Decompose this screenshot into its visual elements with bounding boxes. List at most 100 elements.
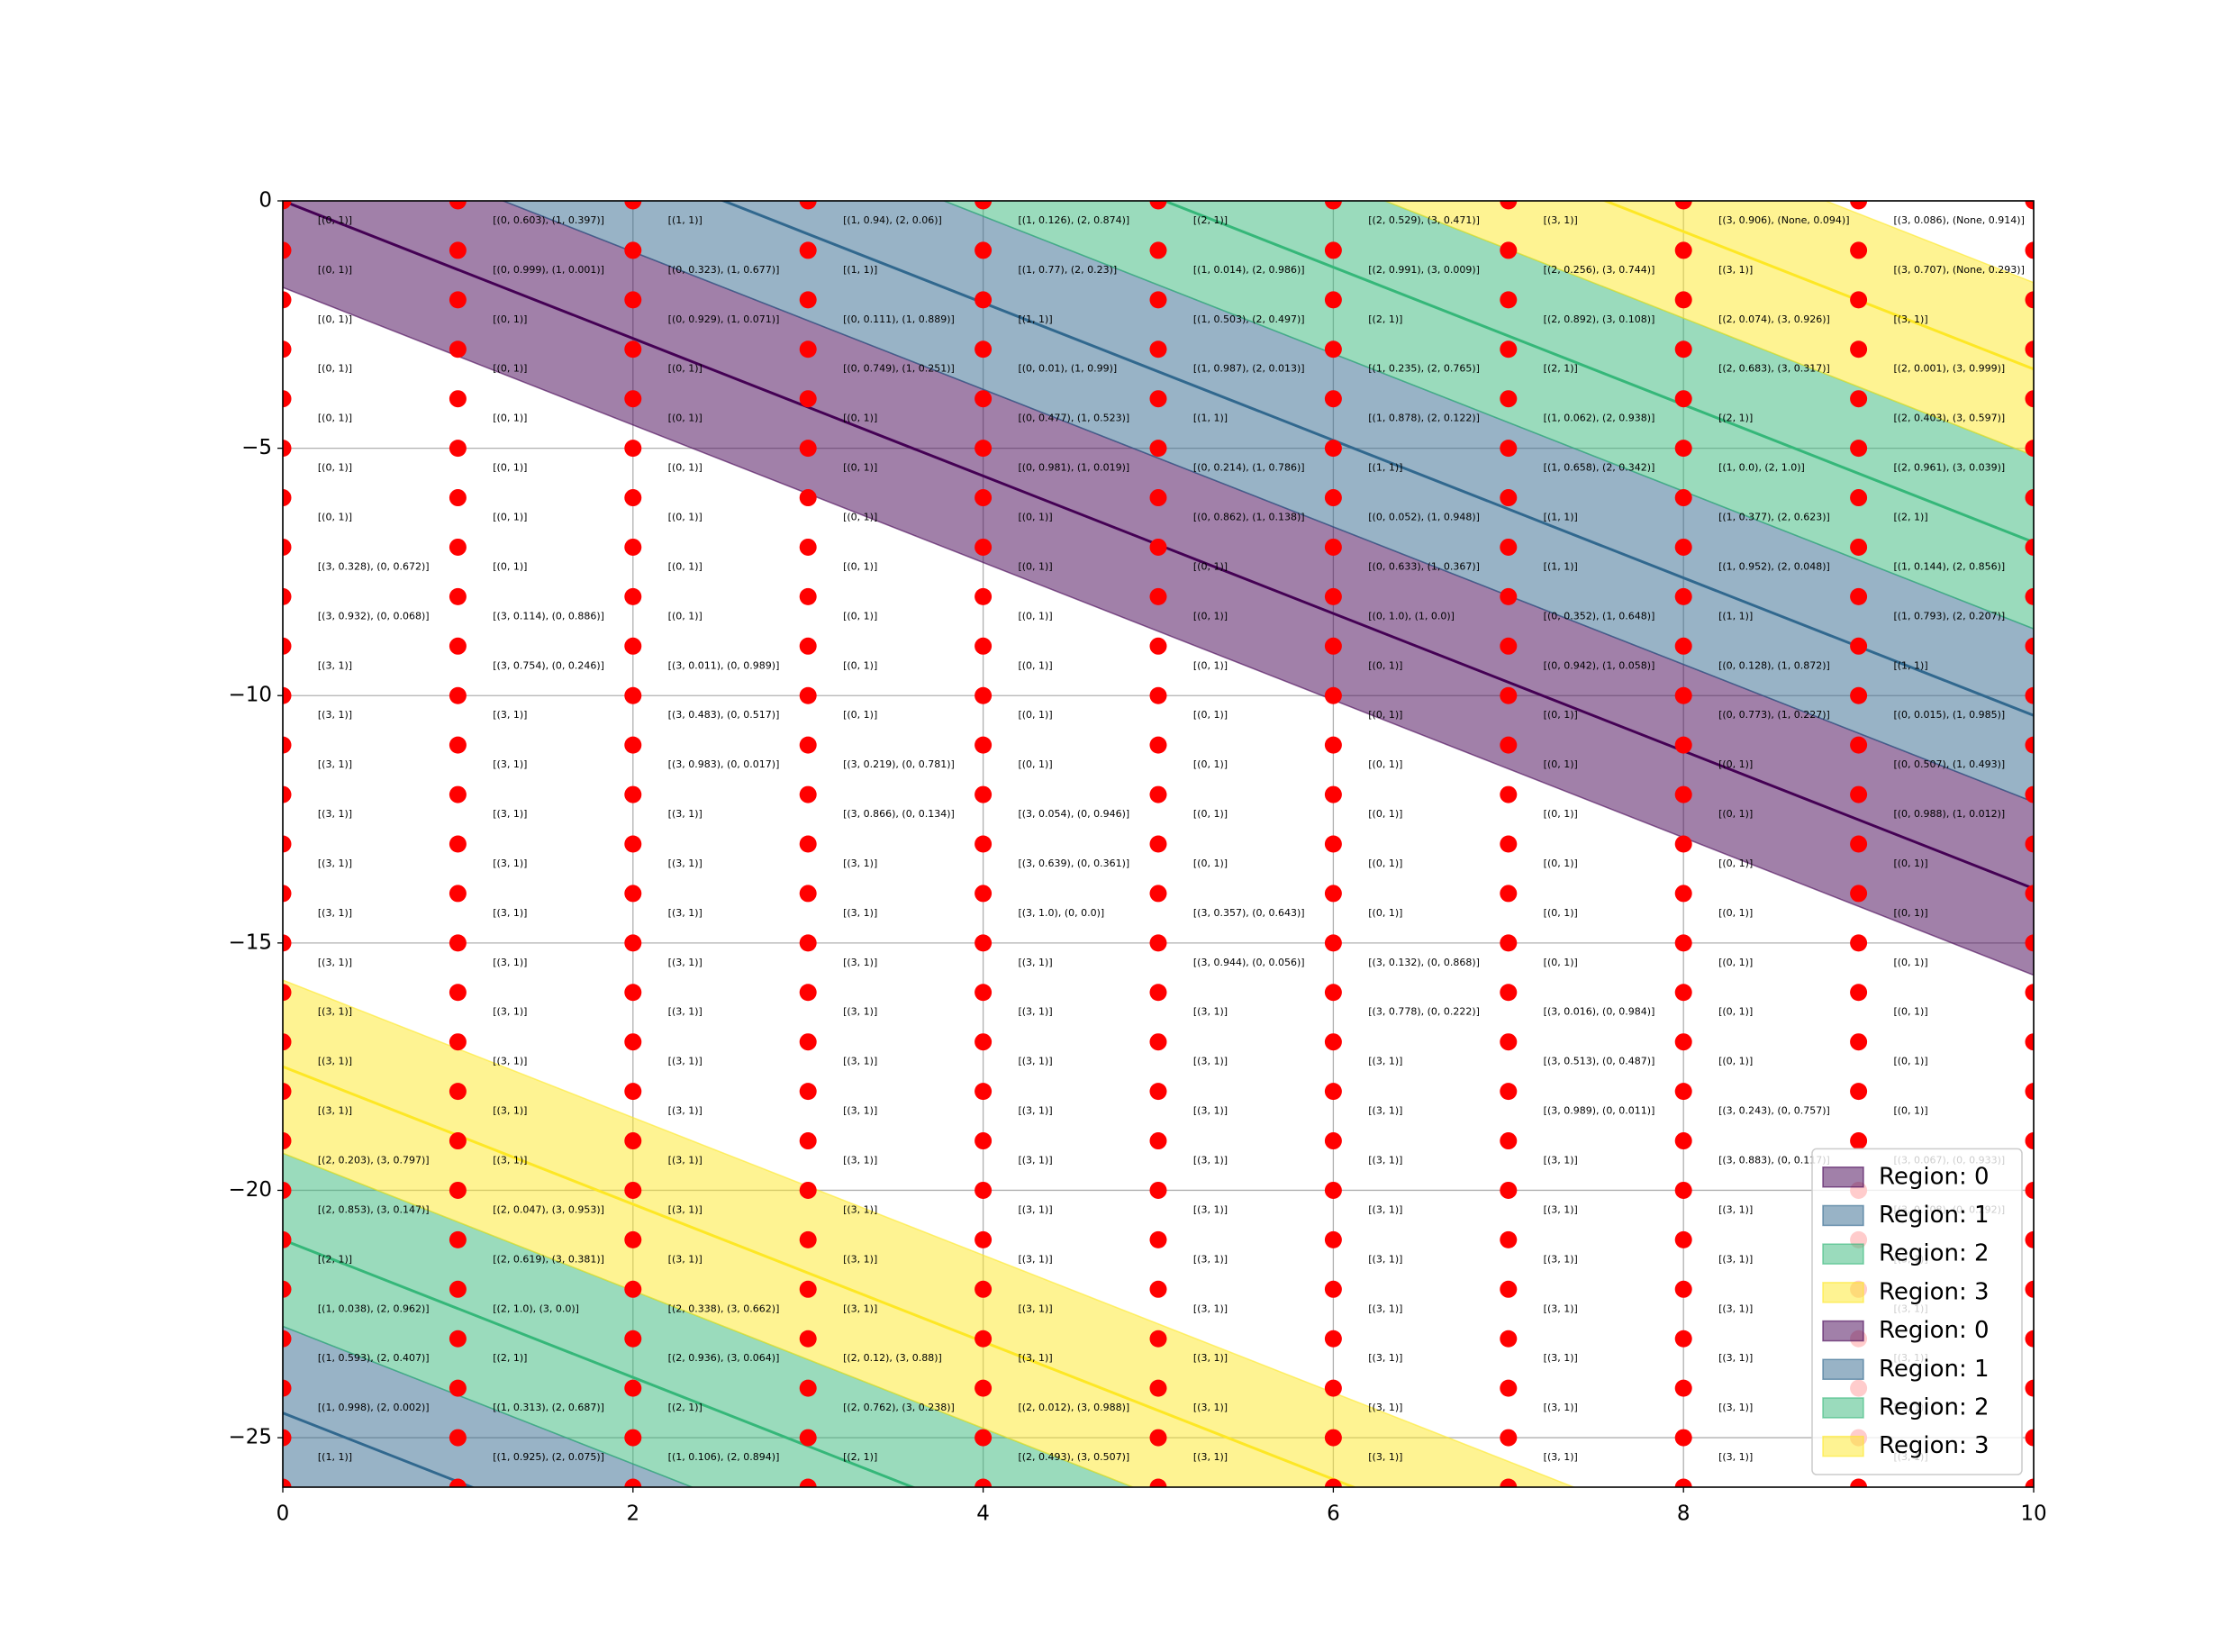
point-label: [(3, 1)] (493, 907, 527, 919)
point-label: [(2, 1)] (1893, 512, 1927, 523)
point-label: [(2, 0.762), (3, 0.238)] (843, 1402, 955, 1413)
point-label: [(3, 0.989), (0, 0.011)] (1544, 1105, 1655, 1117)
point (974, 1132, 993, 1150)
point-label: [(1, 0.952), (2, 0.048)] (1718, 560, 1830, 572)
point-label: [(1, 0.377), (2, 0.623)] (1718, 512, 1830, 523)
point-label: [(2, 0.403), (3, 0.597)] (1893, 413, 2005, 424)
point-label: [(3, 0.639), (0, 0.361)] (1018, 858, 1129, 869)
point (974, 440, 993, 458)
point-label: [(2, 1)] (1368, 313, 1402, 325)
point-label: [(0, 1)] (493, 413, 527, 424)
point (974, 785, 993, 803)
point-label: [(1, 1)] (1544, 560, 1578, 572)
point-label: [(0, 0.942), (1, 0.058)] (1544, 659, 1655, 671)
point (283, 489, 292, 507)
point (624, 1429, 642, 1447)
point-label: [(2, 1)] (493, 1352, 527, 1364)
point (1149, 1083, 1167, 1101)
point-label: [(0, 1)] (843, 709, 877, 721)
point-label: [(0, 1)] (1193, 758, 1228, 770)
point-label: [(3, 1)] (1368, 1303, 1402, 1314)
point-label: [(3, 1)] (843, 1155, 877, 1166)
point (799, 736, 817, 754)
y-tick-label: 0 (258, 189, 272, 213)
point-label: [(1, 0.144), (2, 0.856)] (1893, 560, 2005, 572)
point-label: [(0, 0.352), (1, 0.648)] (1544, 610, 1655, 622)
point-label: [(0, 1)] (843, 659, 877, 671)
point (2025, 587, 2034, 605)
point (2025, 1478, 2034, 1487)
point (1850, 241, 1868, 259)
y-tick-label: −25 (228, 1426, 272, 1449)
point (1500, 1083, 1518, 1101)
point-label: [(0, 1)] (1718, 907, 1753, 919)
point-label: [(0, 1)] (1018, 560, 1052, 572)
point (1149, 587, 1167, 605)
point (1500, 686, 1518, 704)
legend-swatch (1822, 1435, 1864, 1457)
point (1674, 340, 1692, 359)
point (283, 340, 292, 359)
point (624, 538, 642, 556)
point-label: [(3, 0.219), (0, 0.781)] (843, 758, 955, 770)
point (974, 686, 993, 704)
point (1500, 1379, 1518, 1397)
point (1674, 390, 1692, 408)
point (624, 1478, 642, 1487)
point-label: [(1, 1)] (843, 264, 877, 276)
point (1850, 587, 1868, 605)
point (283, 440, 292, 458)
point (449, 1033, 467, 1051)
point (624, 785, 642, 803)
point (1149, 390, 1167, 408)
point-label: [(0, 1)] (1718, 808, 1753, 820)
point (1149, 440, 1167, 458)
point-label: [(1, 1)] (1368, 462, 1402, 474)
point-label: [(2, 0.074), (3, 0.926)] (1718, 313, 1830, 325)
region-center-line (720, 201, 2034, 717)
point-label: [(3, 1)] (1718, 1303, 1753, 1314)
point-label: [(2, 1)] (1193, 214, 1228, 226)
point-label: [(0, 0.633), (1, 0.367)] (1368, 560, 1480, 572)
point-label: [(1, 0.062), (2, 0.938)] (1544, 413, 1655, 424)
point (1324, 835, 1342, 853)
point (283, 934, 292, 952)
point (799, 587, 817, 605)
point (1674, 291, 1692, 309)
region-band (1382, 201, 2034, 457)
point-label: [(1, 0.126), (2, 0.874)] (1018, 214, 1129, 226)
point-label: [(2, 1)] (1718, 413, 1753, 424)
point (283, 1132, 292, 1150)
point-label: [(3, 1)] (493, 1056, 527, 1067)
point-label: [(0, 0.128), (1, 0.872)] (1718, 659, 1830, 671)
point (449, 785, 467, 803)
point (1674, 885, 1692, 903)
point-labels: [(0, 1)] [(0, 1)] [(0, 1)] [(0, 1)] [(0, 1)]… (318, 214, 2025, 1463)
point (1149, 1429, 1167, 1447)
point (1324, 736, 1342, 754)
point (2025, 1083, 2034, 1101)
point (449, 201, 467, 210)
point-label: [(0, 0.749), (1, 0.251)] (843, 363, 955, 375)
point (1149, 1181, 1167, 1199)
point-label: [(1, 0.235), (2, 0.765)] (1368, 363, 1480, 375)
point-label: [(3, 0.707), (None, 0.293)] (1893, 264, 2024, 276)
point (1324, 1230, 1342, 1248)
point (624, 489, 642, 507)
point (1674, 1280, 1692, 1298)
point-label: [(1, 1)] (1018, 313, 1052, 325)
point (283, 1478, 292, 1487)
region-center-line (1601, 201, 2034, 371)
point (1850, 1033, 1868, 1051)
point (2025, 390, 2034, 408)
point-label: [(1, 0.998), (2, 0.002)] (318, 1402, 430, 1413)
point-label: [(2, 1)] (318, 1253, 352, 1265)
point (624, 885, 642, 903)
point (1149, 1033, 1167, 1051)
point-label: [(3, 1)] (1368, 1155, 1402, 1166)
point (449, 489, 467, 507)
point-label: [(0, 1)] (668, 610, 703, 622)
point-label: [(3, 1)] (668, 1105, 703, 1117)
